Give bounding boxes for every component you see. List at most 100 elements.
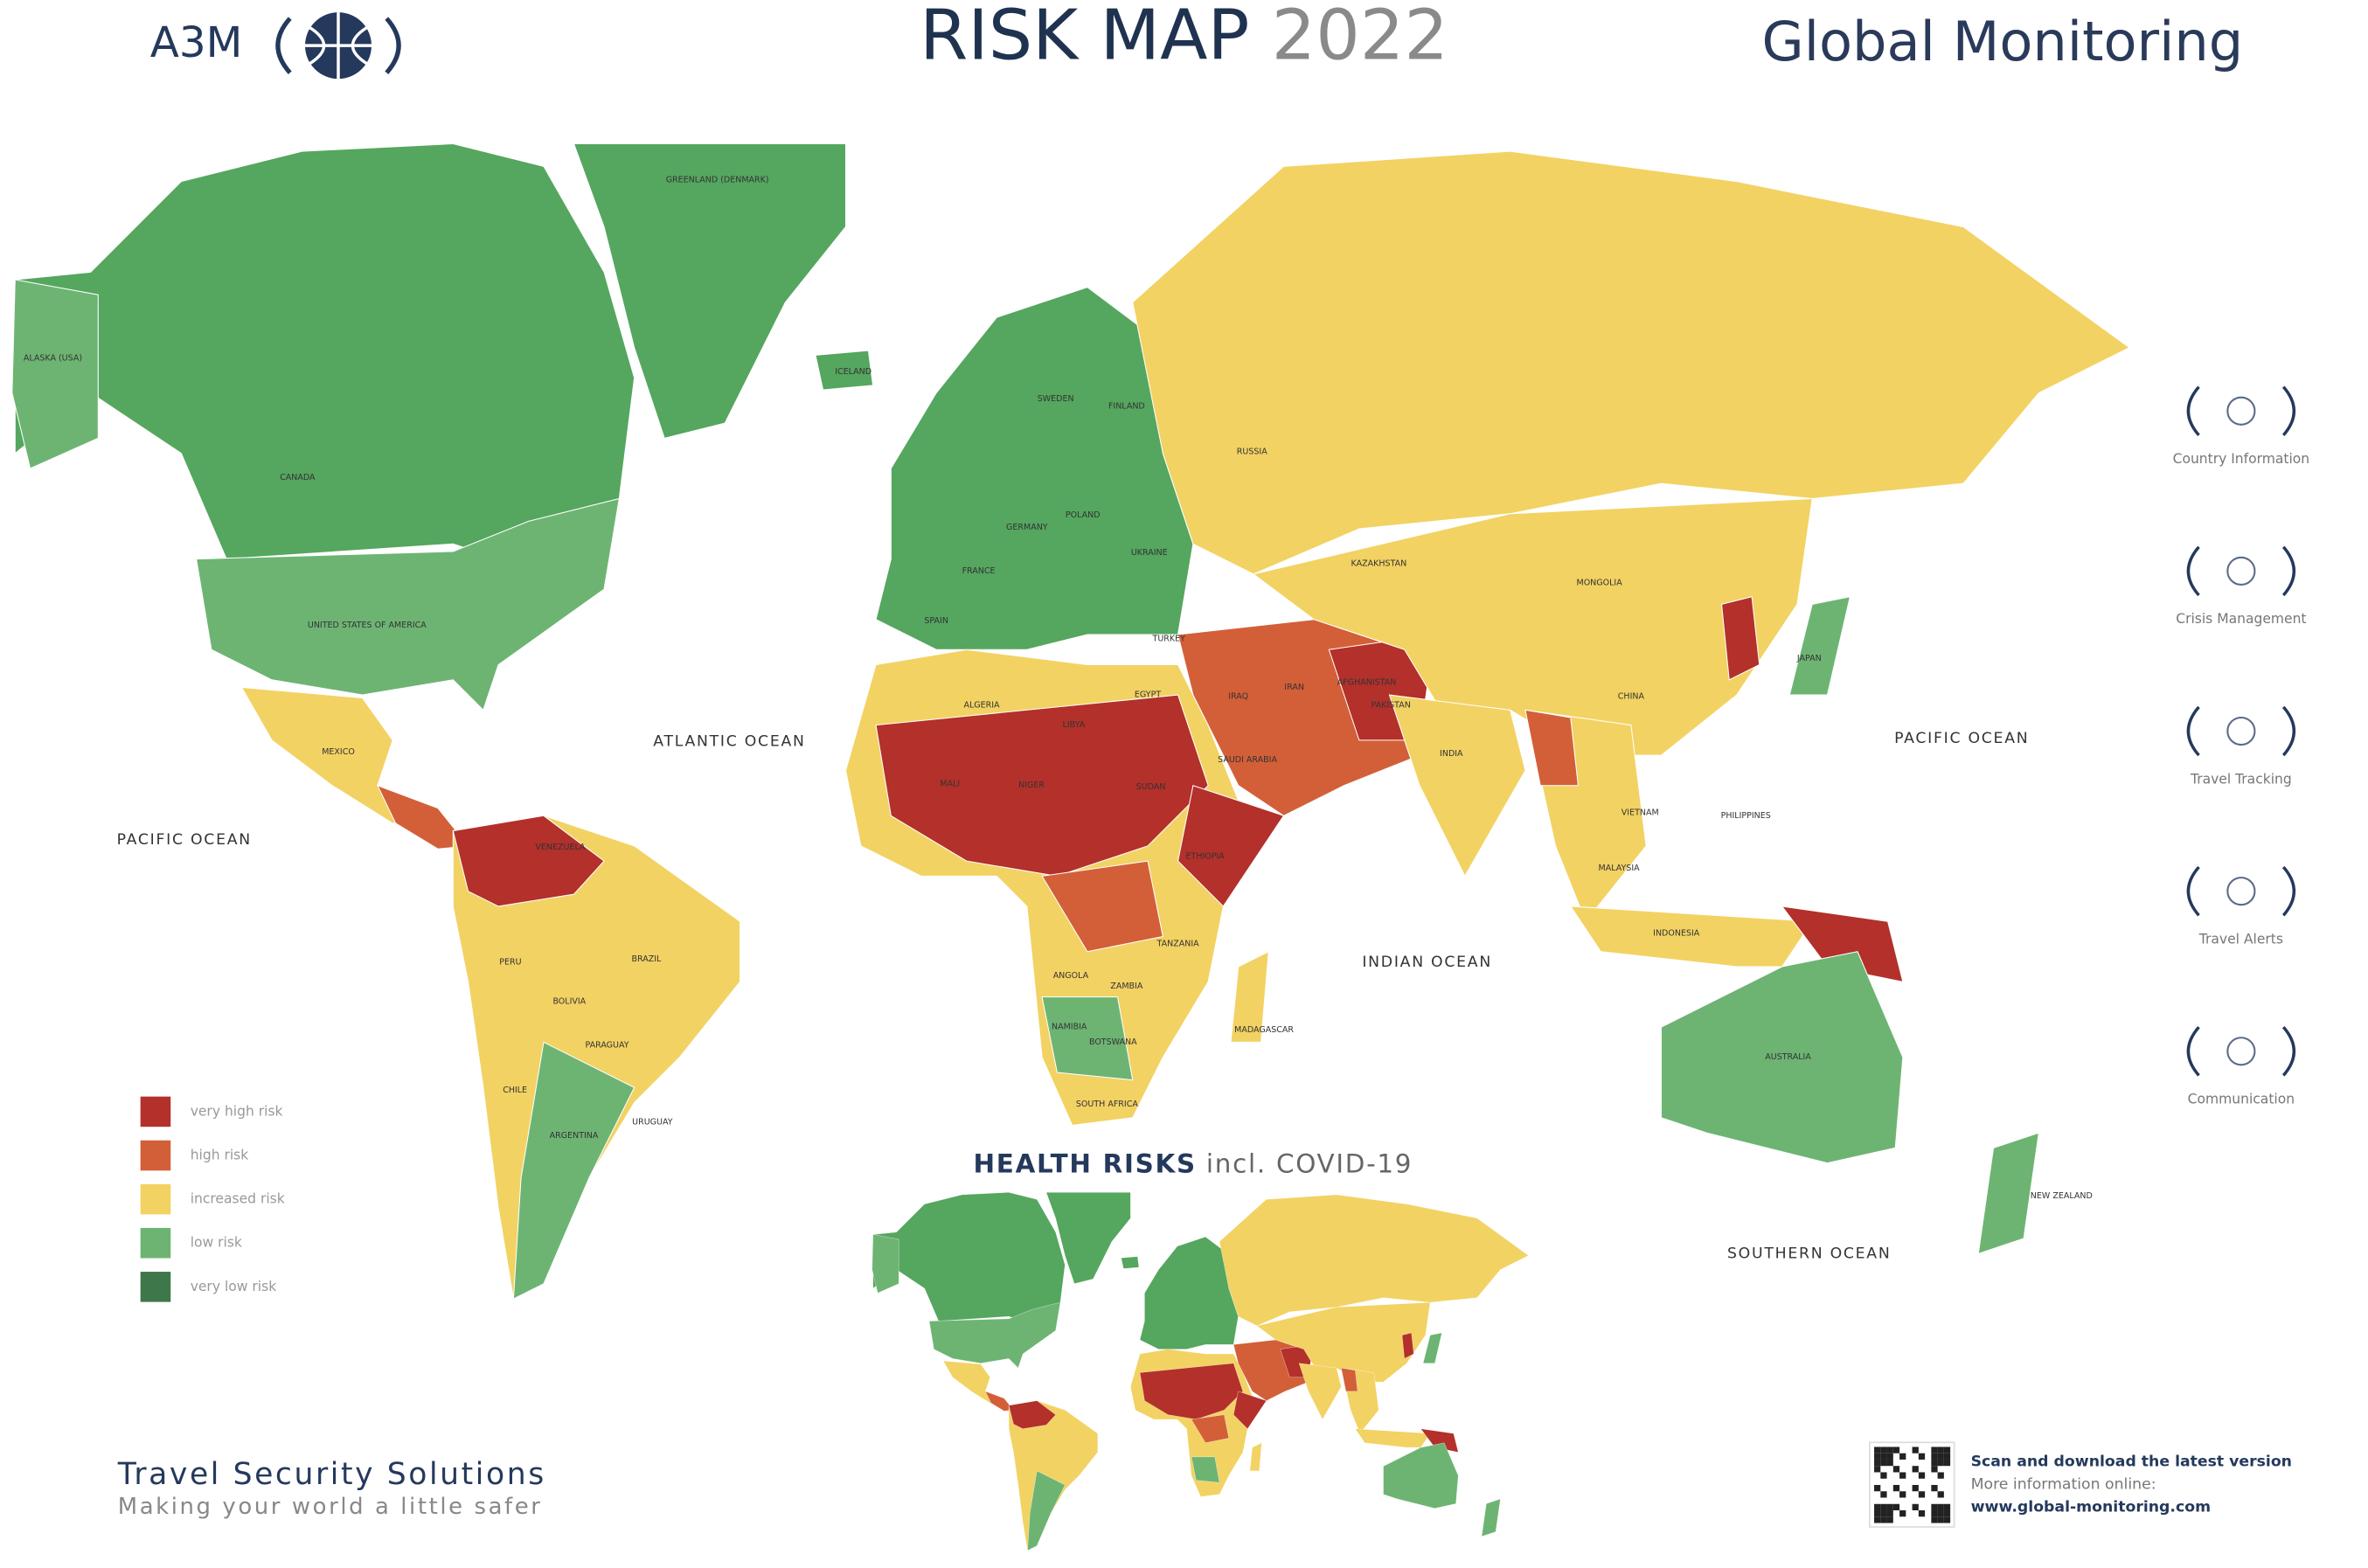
tagline: Travel Security Solutions xyxy=(117,1457,546,1492)
country-label: URUGUAY xyxy=(632,1118,673,1127)
bracket xyxy=(2186,545,2295,597)
qr-cell xyxy=(1918,1510,1926,1517)
country-label: MEXICO xyxy=(322,747,355,757)
country-label: SPAIN xyxy=(924,616,948,626)
qr-cell xyxy=(1886,1516,1893,1523)
qr-cell xyxy=(1874,1447,1881,1454)
country-label: VIETNAM xyxy=(1621,808,1659,817)
slogan: Making your world a little safer xyxy=(118,1494,543,1520)
legend-swatch xyxy=(140,1140,171,1171)
sidebar-label: Travel Tracking xyxy=(2190,771,2292,787)
country-label: CANADA xyxy=(280,473,316,482)
country-label: IRAQ xyxy=(1228,691,1248,701)
country-label: SWEDEN xyxy=(1038,394,1074,404)
country-label: BOTSWANA xyxy=(1089,1037,1137,1047)
legend-swatch xyxy=(140,1183,171,1215)
country-label: GREENLAND (DENMARK) xyxy=(666,175,769,184)
qr-cell xyxy=(1937,1459,1944,1467)
country-label: FINLAND xyxy=(1108,402,1145,412)
title: RISK MAP 2022 xyxy=(920,0,1448,75)
qr-cell xyxy=(1937,1472,1944,1479)
sidebar-item[interactable]: Communication xyxy=(2186,1026,2295,1107)
icon xyxy=(2226,1037,2256,1066)
qr-cell xyxy=(1943,1503,1951,1511)
qr-cell xyxy=(1931,1510,1938,1517)
qr-cell xyxy=(1886,1447,1893,1454)
ocean-label: PACIFIC OCEAN xyxy=(117,831,252,849)
qr-cell xyxy=(1918,1491,1926,1498)
qr-text: More information online: xyxy=(1971,1476,2156,1494)
qr-cell xyxy=(1899,1510,1906,1517)
sidebar-label: Country Information xyxy=(2173,451,2310,467)
qr-code xyxy=(1869,1441,1955,1528)
qr-cell xyxy=(1943,1516,1951,1523)
country-label: SAUDI ARABIA xyxy=(1218,755,1277,765)
qr-cell xyxy=(1931,1516,1938,1523)
sidebar-item[interactable]: Travel Tracking xyxy=(2186,705,2295,787)
country-label: NEW ZEALAND xyxy=(2031,1191,2093,1201)
qr-cell xyxy=(1912,1447,1919,1454)
qr-cell xyxy=(1899,1453,1906,1460)
country-label: GERMANY xyxy=(1006,523,1048,532)
country-label: VENEZUELA xyxy=(535,843,586,852)
qr-cell xyxy=(1937,1447,1944,1454)
qr-cell xyxy=(1886,1459,1893,1467)
title-year: 2022 xyxy=(1272,0,1448,75)
title-main: RISK MAP xyxy=(920,0,1249,75)
qr-cell xyxy=(1886,1453,1893,1460)
partner: Global Monitoring xyxy=(1762,10,2244,73)
country-label: PAKISTAN xyxy=(1371,701,1411,711)
country-label: ALGERIA xyxy=(963,701,1000,711)
icon xyxy=(2226,556,2256,586)
sidebar-item[interactable]: Country Information xyxy=(2173,385,2310,467)
country-label: ARGENTINA xyxy=(550,1131,599,1141)
inset-map xyxy=(872,1192,1529,1551)
country-label: INDONESIA xyxy=(1653,929,1700,939)
ocean-label: ATLANTIC OCEAN xyxy=(653,733,805,751)
qr-cell xyxy=(1899,1491,1906,1498)
qr-cell xyxy=(1912,1484,1919,1492)
legend-label: very high risk xyxy=(191,1103,283,1119)
country-label: UNITED STATES OF AMERICA xyxy=(308,621,427,630)
sidebar-item[interactable]: Travel Alerts xyxy=(2186,865,2295,947)
legend-swatch xyxy=(140,1096,171,1127)
qr-cell xyxy=(1880,1503,1887,1511)
ocean-label: INDIAN OCEAN xyxy=(1362,954,1492,971)
qr-cell xyxy=(1892,1484,1900,1492)
country-label: NAMIBIA xyxy=(1052,1023,1087,1032)
country-label: LIBYA xyxy=(1063,720,1086,730)
country-label: MALAYSIA xyxy=(1599,864,1641,873)
sidebar-item[interactable]: Crisis Management xyxy=(2176,545,2307,627)
country-label: FRANCE xyxy=(962,566,996,576)
qr-cell xyxy=(1931,1447,1938,1454)
qr-cell xyxy=(1937,1510,1944,1517)
qr-cell xyxy=(1937,1503,1944,1511)
bracket xyxy=(2186,1026,2295,1077)
bracket xyxy=(2186,705,2295,757)
qr-cell xyxy=(1937,1491,1944,1498)
country-label: SOUTH AFRICA xyxy=(1076,1100,1138,1109)
qr-cell xyxy=(1943,1459,1951,1467)
logo xyxy=(275,12,401,80)
qr-cell xyxy=(1912,1503,1919,1511)
qr-cell xyxy=(1886,1503,1893,1511)
country-label: IRAN xyxy=(1284,683,1304,692)
qr-cell xyxy=(1892,1466,1900,1473)
country-label: ETHIOPIA xyxy=(1186,851,1226,861)
qr-cell xyxy=(1899,1472,1906,1479)
qr-cell xyxy=(1880,1447,1887,1454)
qr-cell xyxy=(1931,1503,1938,1511)
qr-cell xyxy=(1874,1466,1881,1473)
country-label: EGYPT xyxy=(1135,690,1161,700)
country-label: UKRAINE xyxy=(1131,548,1168,558)
legend-label: increased risk xyxy=(191,1191,285,1207)
qr-cell xyxy=(1937,1516,1944,1523)
country-label: MADAGASCAR xyxy=(1234,1025,1294,1035)
legend-swatch xyxy=(140,1227,171,1259)
country-label: MALI xyxy=(940,780,960,789)
country-label: CHILE xyxy=(503,1086,527,1095)
country-label: ALASKA (USA) xyxy=(24,353,82,363)
qr-cell xyxy=(1874,1510,1881,1517)
